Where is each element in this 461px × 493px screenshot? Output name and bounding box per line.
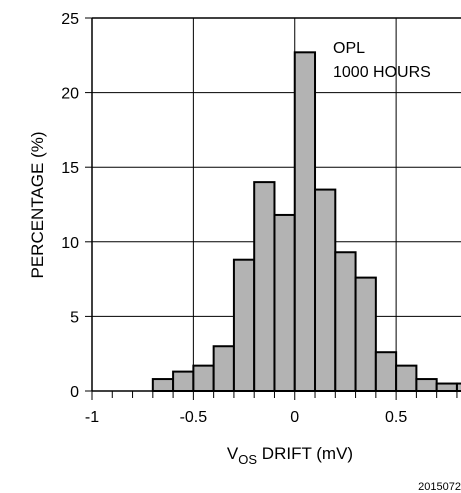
y-tick-label: 15	[61, 160, 79, 177]
x-tick-labels: -1-0.500.51	[85, 409, 407, 426]
plot-frame	[91, 17, 461, 392]
y-tick-label: 10	[61, 235, 79, 252]
y-axis-title: PERCENTAGE (%)	[28, 131, 47, 278]
y-tick-labels: 0 5 10 15 20 25	[61, 11, 79, 401]
histogram-bar	[354, 276, 377, 392]
annotation-opl: OPL	[333, 40, 365, 57]
histogram-bar	[253, 181, 276, 392]
annotation-hours: 1000 HOURS	[333, 64, 431, 81]
histogram-bar	[415, 378, 438, 392]
x-tick-label: -0.5	[180, 409, 208, 426]
histogram-bar	[232, 258, 256, 393]
y-tick-label: 5	[70, 309, 79, 326]
histogram-bar	[395, 364, 418, 392]
x-axis-title-subscript: OS	[238, 452, 257, 467]
histogram-bar	[172, 370, 195, 393]
histogram-bar	[273, 213, 296, 392]
y-tick-label: 20	[61, 86, 79, 103]
x-axis-title-rest: DRIFT (mV)	[257, 444, 353, 463]
histogram-bar	[192, 364, 215, 392]
histogram-bar	[334, 251, 357, 392]
x-axis-title: VOS DRIFT (mV)	[227, 444, 353, 467]
histogram-bar	[293, 51, 317, 392]
x-tick-label: 0	[290, 409, 299, 426]
histogram-bars	[151, 51, 461, 393]
histogram-bar	[212, 345, 235, 392]
histogram-bar	[314, 188, 337, 392]
histogram-bar	[374, 351, 398, 393]
histogram-bar	[435, 382, 458, 393]
figure-id: 2015072	[418, 481, 461, 493]
x-tick-label: 0.5	[385, 409, 407, 426]
x-tick-label: -1	[85, 409, 99, 426]
x-axis-title-main: V	[227, 444, 239, 463]
y-tick-label: 0	[70, 384, 79, 401]
histogram-bar	[455, 382, 461, 393]
y-tick-label: 25	[61, 11, 79, 28]
histogram-bar	[151, 378, 175, 392]
axis-ticks	[85, 17, 458, 400]
